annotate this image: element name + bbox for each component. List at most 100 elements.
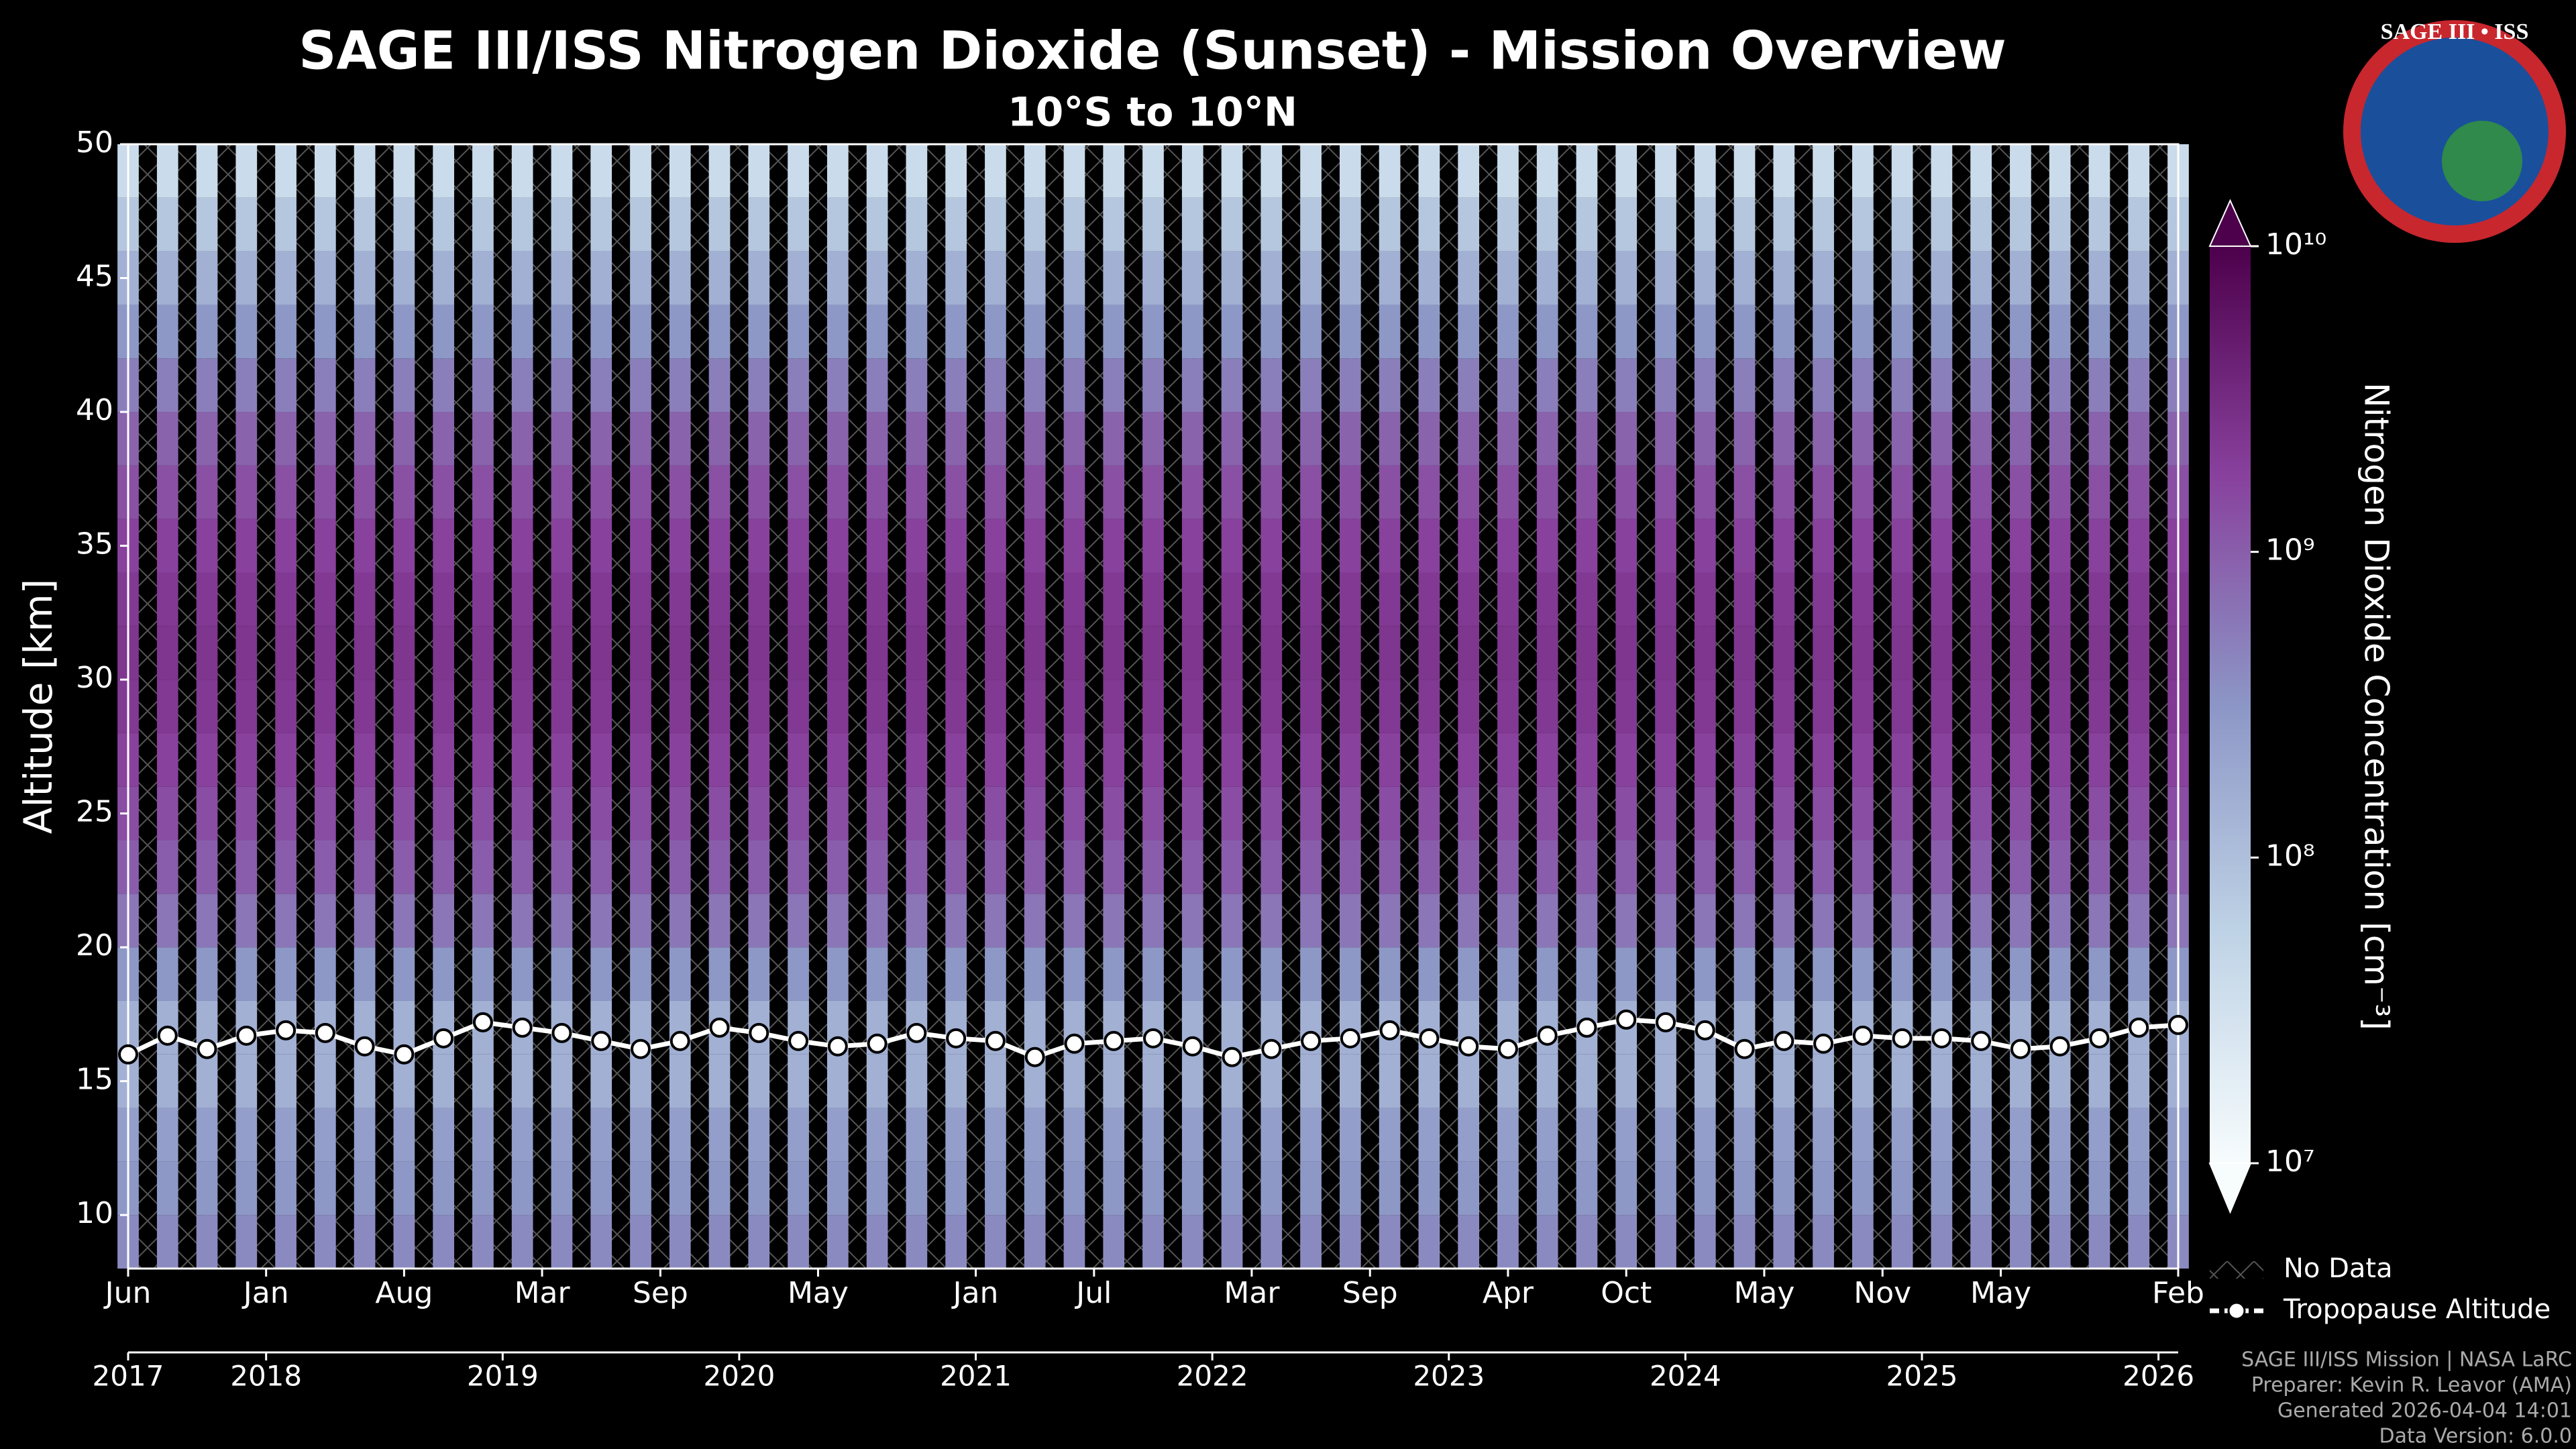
heatmap-cell xyxy=(1458,412,1480,466)
heatmap-cell xyxy=(985,680,1006,733)
heatmap-cell xyxy=(433,1161,455,1216)
colorbar-tick-label: 10⁹ xyxy=(2265,533,2315,568)
heatmap-cell xyxy=(1260,358,1283,413)
heatmap-cell xyxy=(708,144,731,198)
heatmap-cell xyxy=(1536,251,1558,305)
heatmap-cell xyxy=(1576,251,1598,305)
heatmap-cell xyxy=(1891,1215,1913,1269)
heatmap-cell xyxy=(2128,519,2150,573)
heatmap-cell xyxy=(1733,358,1756,413)
heatmap-cell xyxy=(708,786,731,841)
heatmap-cell xyxy=(1339,733,1361,787)
heatmap-cell xyxy=(354,1054,376,1108)
heatmap-cell xyxy=(1024,1108,1046,1162)
heatmap-cell xyxy=(472,572,494,627)
heatmap-cell xyxy=(1300,1108,1322,1162)
heatmap-cell xyxy=(1300,947,1322,1001)
heatmap-cell xyxy=(708,1215,731,1269)
heatmap-cell xyxy=(1418,840,1440,894)
heatmap-cell xyxy=(1142,733,1164,787)
heatmap-cell xyxy=(1063,1108,1085,1162)
heatmap-cell xyxy=(2010,947,2031,1001)
heatmap-cell xyxy=(196,251,218,305)
heatmap-cell xyxy=(314,1215,336,1269)
heatmap-cell xyxy=(1497,144,1519,198)
footer-line: SAGE III/ISS Mission | NASA LaRC xyxy=(2241,1348,2572,1372)
heatmap-cell xyxy=(1379,412,1401,466)
heatmap-cell xyxy=(235,1161,258,1216)
heatmap-cell xyxy=(472,680,494,733)
heatmap-cell xyxy=(906,733,928,787)
heatmap-cell xyxy=(1970,465,1992,519)
heatmap-cell xyxy=(1536,305,1558,359)
heatmap-cell xyxy=(1931,197,1953,252)
heatmap-cell xyxy=(748,358,770,413)
heatmap-cell xyxy=(1063,251,1085,305)
heatmap-cell xyxy=(235,626,258,680)
tropopause-point xyxy=(1774,1030,1794,1051)
heatmap-cell xyxy=(196,626,218,680)
heatmap-cell xyxy=(1931,786,1953,841)
heatmap-cell xyxy=(156,144,178,198)
heatmap-cell xyxy=(551,1108,573,1162)
heatmap-cell xyxy=(1576,680,1598,733)
heatmap-cell xyxy=(1063,412,1085,466)
heatmap-cell xyxy=(669,251,691,305)
heatmap-cell xyxy=(1655,465,1676,519)
heatmap-cell xyxy=(748,519,770,573)
heatmap-cell xyxy=(2010,251,2031,305)
heatmap-cell xyxy=(393,840,415,894)
year-tick-label: 2020 xyxy=(703,1360,775,1393)
heatmap-cell xyxy=(985,894,1006,948)
heatmap-cell xyxy=(1181,1108,1203,1162)
heatmap-cell xyxy=(1142,251,1164,305)
heatmap-cell xyxy=(906,251,928,305)
heatmap-cell xyxy=(156,519,178,573)
heatmap-cell xyxy=(748,197,770,252)
heatmap-cell xyxy=(393,358,415,413)
x-tick-label: May xyxy=(1970,1276,2031,1310)
heatmap-cell xyxy=(1733,680,1756,733)
heatmap-cell xyxy=(1576,412,1598,466)
heatmap-cell xyxy=(1576,894,1598,948)
heatmap-cell xyxy=(2010,1215,2031,1269)
heatmap-cell xyxy=(1458,251,1480,305)
heatmap-cell xyxy=(551,894,573,948)
heatmap-cell xyxy=(590,680,612,733)
heatmap-cell xyxy=(156,572,178,627)
heatmap-cell xyxy=(1694,626,1716,680)
tropopause-point xyxy=(276,1020,297,1040)
heatmap-cell xyxy=(945,519,967,573)
heatmap-cell xyxy=(275,197,297,252)
heatmap-cell xyxy=(945,894,967,948)
heatmap-cell xyxy=(1458,305,1480,359)
heatmap-cell xyxy=(1655,733,1676,787)
heatmap-cell xyxy=(985,733,1006,787)
heatmap-cell xyxy=(275,572,297,627)
heatmap-cell xyxy=(826,1161,849,1216)
heatmap-cell xyxy=(156,465,178,519)
heatmap-cell xyxy=(1733,894,1756,948)
legend-tropopause-label: Tropopause Altitude xyxy=(2283,1294,2551,1325)
heatmap-cell xyxy=(1615,626,1638,680)
heatmap-cell xyxy=(826,1054,849,1108)
heatmap-cell xyxy=(826,1215,849,1269)
heatmap-cell xyxy=(1260,1215,1283,1269)
tropopause-point xyxy=(2089,1028,2110,1049)
tropopause-point xyxy=(1852,1025,1873,1046)
heatmap-cell xyxy=(590,465,612,519)
heatmap-cell xyxy=(2088,680,2110,733)
heatmap-cell xyxy=(433,305,455,359)
heatmap-cell xyxy=(826,519,849,573)
year-tick-label: 2025 xyxy=(1886,1360,1958,1393)
heatmap-cell xyxy=(826,626,849,680)
heatmap-cell xyxy=(393,894,415,948)
heatmap-cell xyxy=(1891,786,1913,841)
y-axis-label: Altitude [km] xyxy=(15,579,61,834)
tropopause-point xyxy=(315,1022,335,1043)
heatmap-cell xyxy=(551,251,573,305)
heatmap-cell xyxy=(1024,1161,1046,1216)
heatmap-cell xyxy=(1773,305,1795,359)
heatmap-cell xyxy=(1300,412,1322,466)
heatmap-cell xyxy=(551,1215,573,1269)
